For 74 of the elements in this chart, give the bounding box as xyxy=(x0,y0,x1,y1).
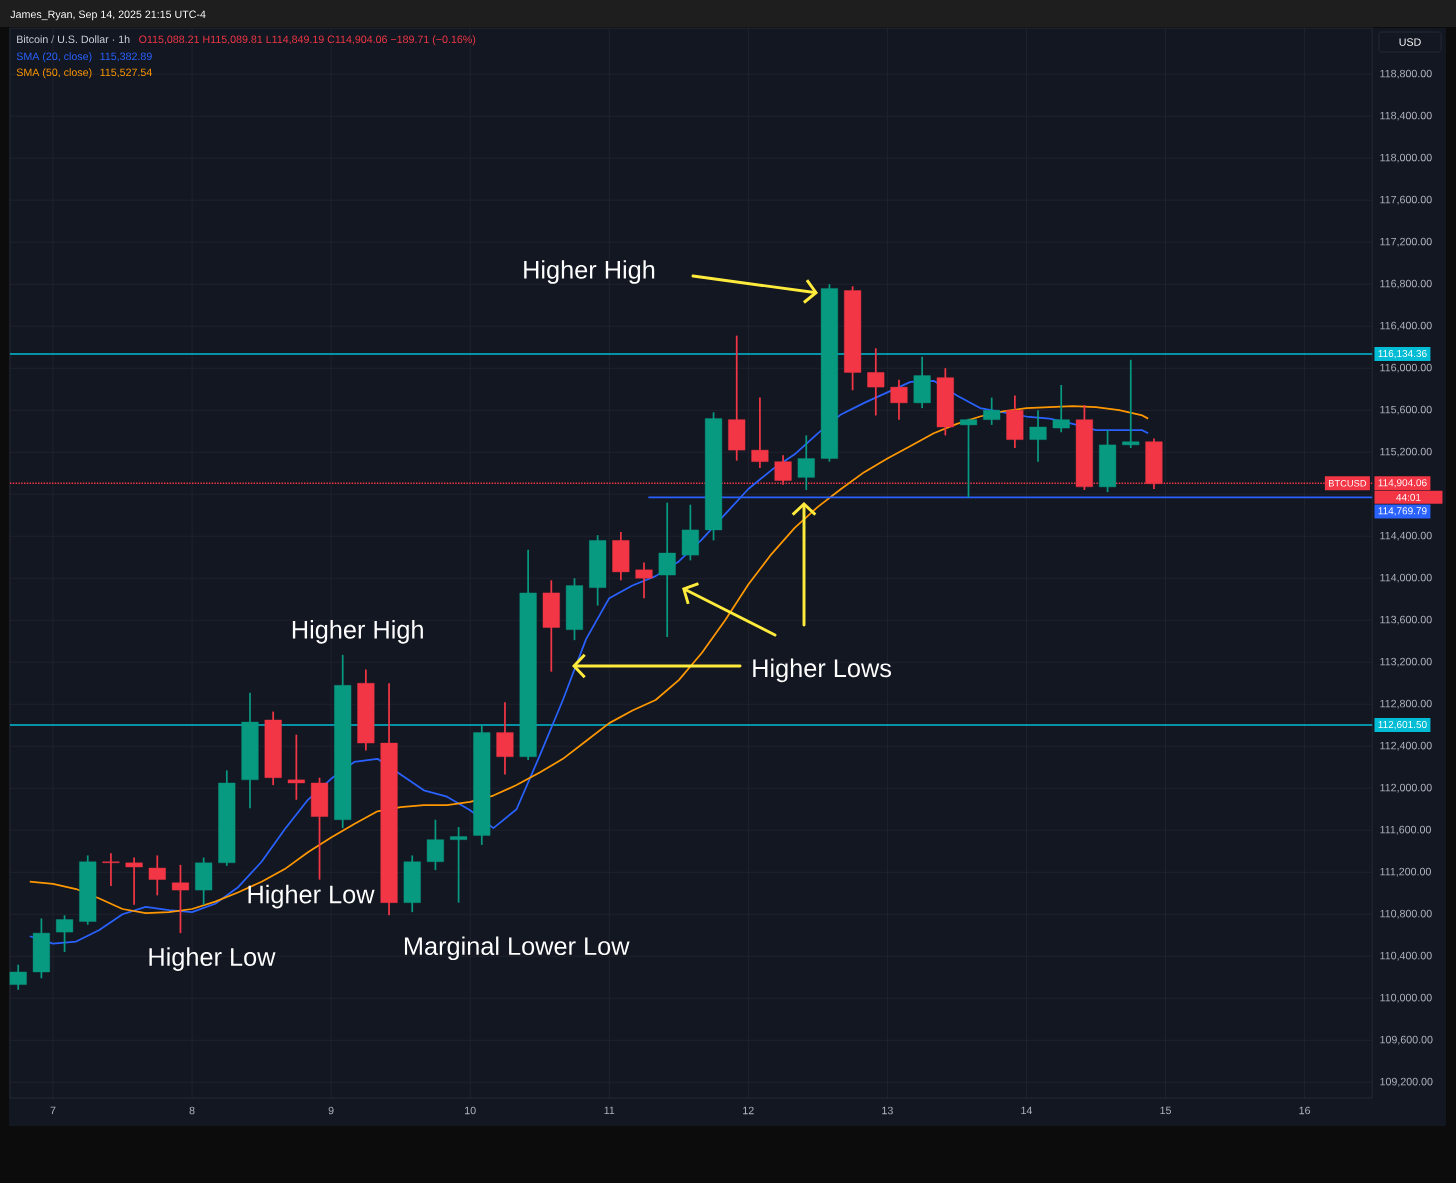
candlestick xyxy=(287,733,305,801)
y-tick-label: 109,200.00 xyxy=(1380,1077,1433,1087)
text: James_Ryan, Sep 14, 2025 21:15 UTC-4 xyxy=(10,10,206,21)
candlestick xyxy=(56,914,74,953)
y-tick-label: 118,400.00 xyxy=(1380,111,1432,121)
x-tick-label: 16 xyxy=(1299,1106,1311,1115)
y-tick-label: 110,400.00 xyxy=(1380,951,1432,961)
y-tick-label: 110,800.00 xyxy=(1380,909,1432,919)
annotation: Higher Lows xyxy=(753,658,892,683)
ref-line-label: 116,134.36 xyxy=(1378,349,1427,359)
candlestick xyxy=(1052,384,1070,434)
y-tick-label: 114,400.00 xyxy=(1380,531,1432,541)
text: SMA (20, close) xyxy=(16,52,92,63)
y-tick-label: 112,400.00 xyxy=(1380,741,1432,751)
candlestick xyxy=(1122,358,1140,449)
candlestick xyxy=(171,864,189,935)
y-tick-label: 116,800.00 xyxy=(1380,279,1432,289)
annotation: Higher Low xyxy=(149,947,276,971)
x-tick-label: 8 xyxy=(189,1106,195,1115)
x-tick-label: 13 xyxy=(882,1106,893,1115)
candlestick xyxy=(125,856,143,906)
candlestick xyxy=(751,396,769,469)
y-tick-label: 115,600.00 xyxy=(1380,405,1432,415)
y-tick-label: 117,200.00 xyxy=(1380,237,1432,247)
annotation: Marginal Lower Low xyxy=(404,936,630,961)
text: Bitcoin / U.S. Dollar · 1h xyxy=(17,35,130,44)
y-tick-label: 114,000.00 xyxy=(1380,573,1432,583)
y-tick-label: 118,000.00 xyxy=(1380,153,1432,163)
candlestick xyxy=(797,434,815,491)
candlestick xyxy=(450,826,468,904)
x-tick-label: 11 xyxy=(604,1106,615,1115)
candlestick xyxy=(148,854,166,897)
candlestick xyxy=(983,396,1001,426)
candlestick xyxy=(1029,409,1047,463)
annotation: Higher High xyxy=(292,620,423,644)
text: SMA (50, close) xyxy=(16,68,92,79)
y-tick-label: 112,000.00 xyxy=(1380,783,1432,793)
candlestick xyxy=(867,347,885,417)
x-tick-label: 12 xyxy=(743,1106,754,1115)
y-tick-label: 109,600.00 xyxy=(1380,1035,1433,1045)
annotation: Higher Low xyxy=(248,884,375,909)
y-tick-label: 117,600.00 xyxy=(1380,195,1432,205)
x-tick-label: 9 xyxy=(328,1106,334,1115)
y-tick-label: 111,600.00 xyxy=(1380,825,1431,835)
annotation: BTCUSD xyxy=(1328,480,1367,487)
ref-line-label: 114,904.06 xyxy=(1378,479,1427,488)
y-tick-label: 116,400.00 xyxy=(1380,321,1432,331)
candlestick xyxy=(426,818,444,872)
y-tick-label: 111,200.00 xyxy=(1380,867,1431,877)
annotation: 115,382.89 xyxy=(100,52,152,62)
x-tick-label: 7 xyxy=(50,1106,56,1115)
x-tick-label: 10 xyxy=(465,1106,476,1115)
y-tick-label: 116,000.00 xyxy=(1380,363,1432,373)
annotation: O115,088.21 H115,089.81 L114,849.19 C114,904.06 −189.71 (−0.16%) xyxy=(139,35,476,46)
annotation: Higher High xyxy=(524,260,655,284)
data-label: 114,769.79 xyxy=(1378,507,1427,516)
y-tick-label: 110,000.00 xyxy=(1380,993,1432,1003)
x-tick-label: 14 xyxy=(1021,1106,1033,1115)
candlestick xyxy=(658,501,676,638)
candlestick xyxy=(102,852,120,887)
y-tick-label: 112,800.00 xyxy=(1380,699,1432,709)
candlestick xyxy=(9,963,27,991)
candlestick xyxy=(635,561,653,600)
y-tick-label: 115,200.00 xyxy=(1380,447,1432,457)
ref-line-label: 112,601.50 xyxy=(1378,720,1427,730)
x-tick-label: 15 xyxy=(1160,1106,1171,1115)
y-tick-label: 113,600.00 xyxy=(1380,615,1432,625)
text: USD xyxy=(1399,38,1421,46)
candlestick xyxy=(890,378,908,421)
annotation: 115,527.54 xyxy=(100,68,152,78)
y-tick-label: 118,800.00 xyxy=(1380,69,1432,79)
y-tick-label: 113,200.00 xyxy=(1380,657,1432,667)
text: 44:01 xyxy=(1396,493,1421,501)
candlestick xyxy=(959,417,978,499)
